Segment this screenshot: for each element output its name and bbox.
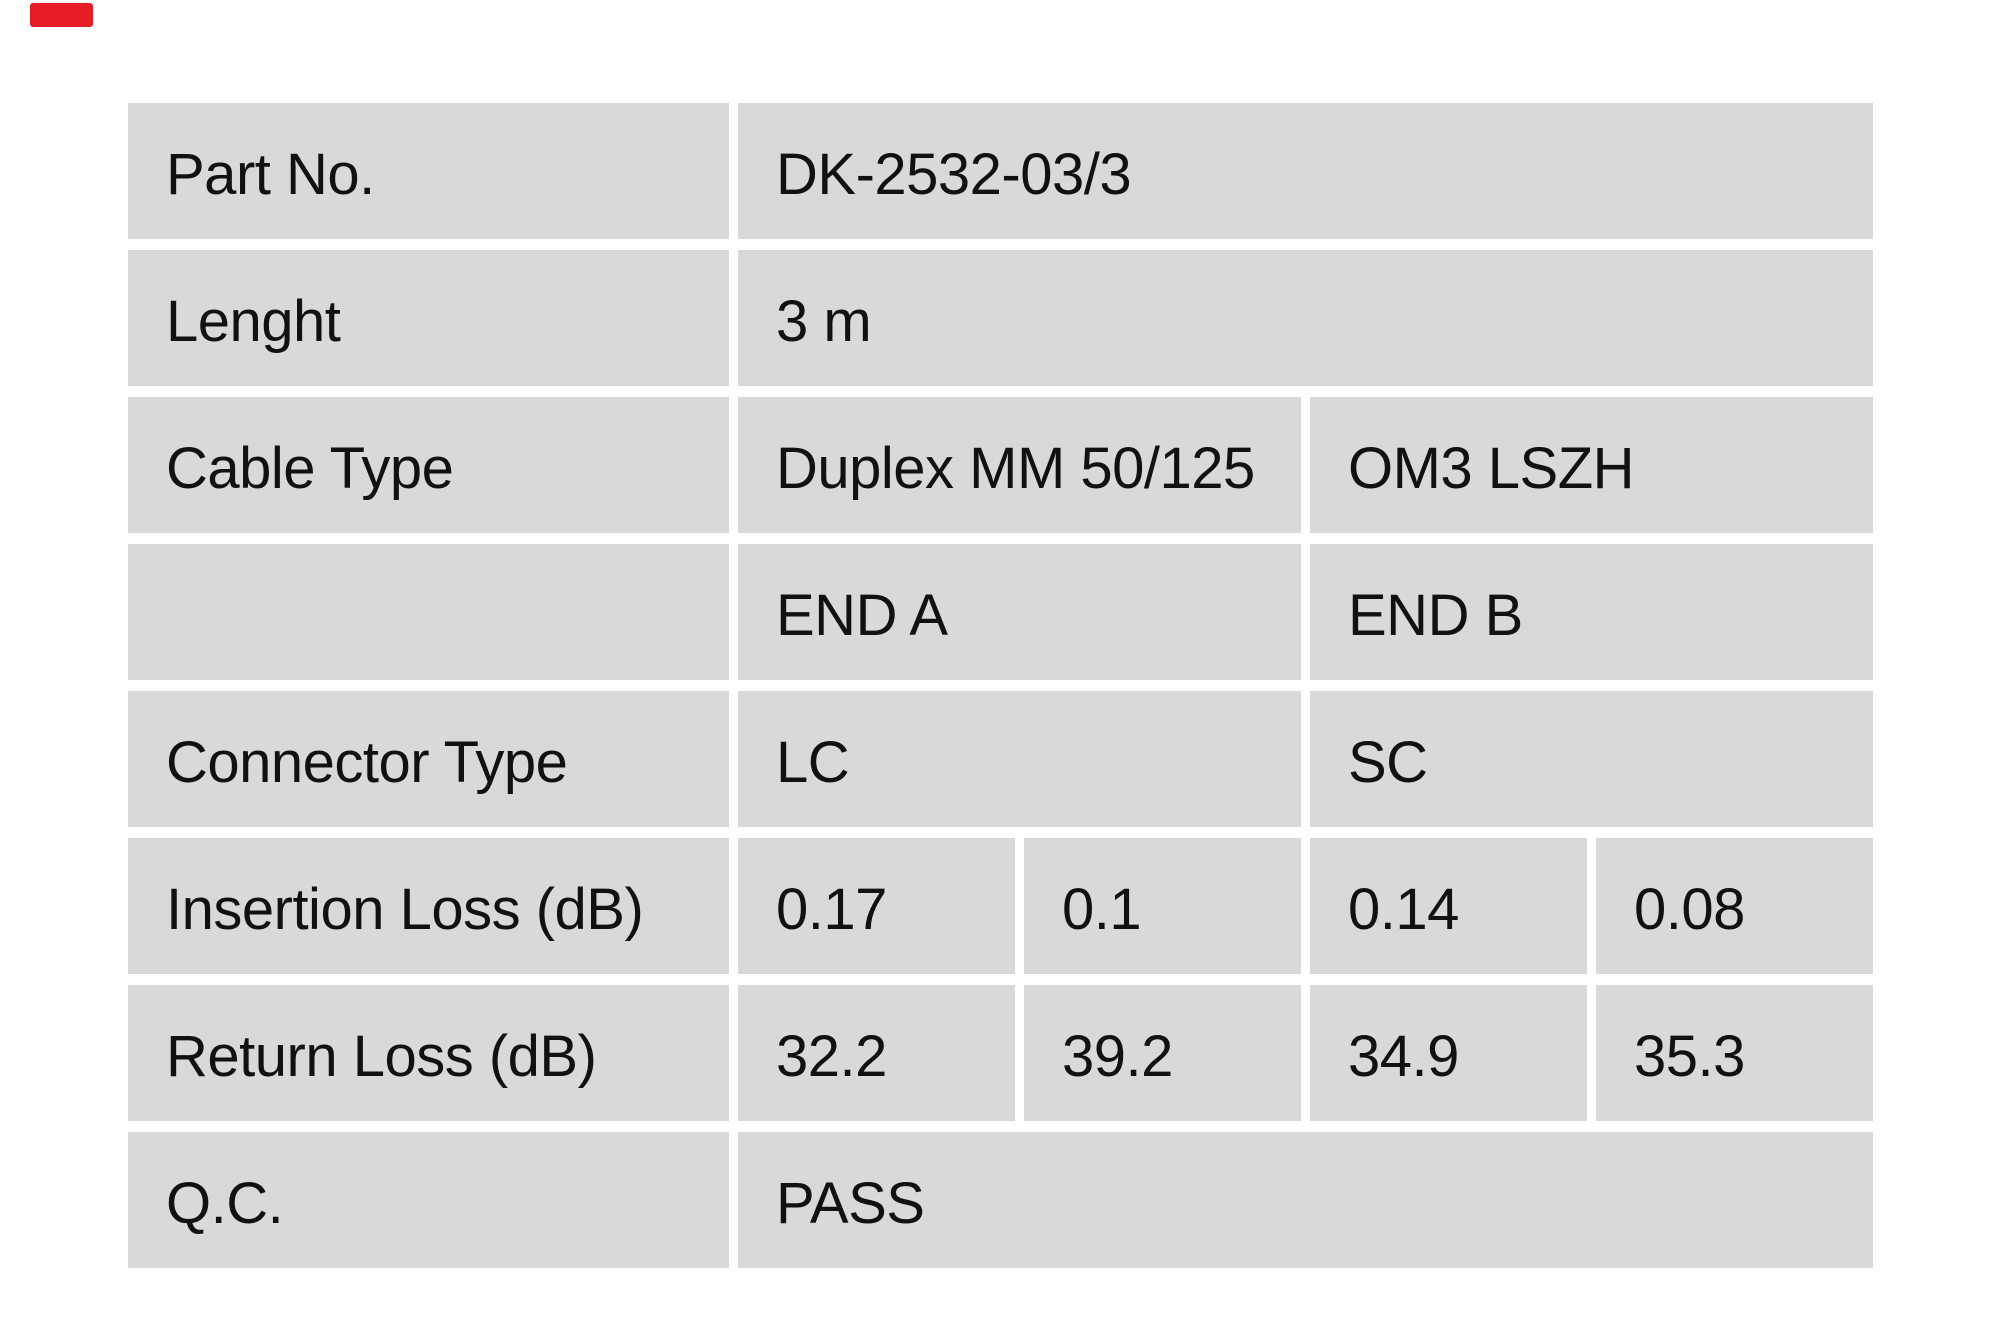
length-value: 3 m [738, 250, 1873, 386]
insertion-loss-end-b-1: 0.14 [1310, 838, 1587, 974]
cable-type-value-end-a: Duplex MM 50/125 [738, 397, 1301, 533]
row-ends-header: END A END B [128, 544, 1873, 680]
row-part-no: Part No. DK-2532-03/3 [128, 103, 1873, 239]
length-label: Lenght [128, 250, 729, 386]
cable-type-label: Cable Type [128, 397, 729, 533]
part-no-label: Part No. [128, 103, 729, 239]
row-qc: Q.C. PASS [128, 1132, 1873, 1268]
insertion-loss-label: Insertion Loss (dB) [128, 838, 729, 974]
connector-type-value-end-b: SC [1310, 691, 1873, 827]
row-return-loss: Return Loss (dB) 32.2 39.2 34.9 35.3 [128, 985, 1873, 1121]
cable-type-value-end-b: OM3 LSZH [1310, 397, 1873, 533]
row-connector-type: Connector Type LC SC [128, 691, 1873, 827]
end-b-header: END B [1310, 544, 1873, 680]
part-no-value: DK-2532-03/3 [738, 103, 1873, 239]
return-loss-end-b-2: 35.3 [1596, 985, 1873, 1121]
red-mark [30, 3, 93, 27]
return-loss-end-b-1: 34.9 [1310, 985, 1587, 1121]
end-a-header: END A [738, 544, 1301, 680]
qc-value: PASS [738, 1132, 1873, 1268]
row-insertion-loss: Insertion Loss (dB) 0.17 0.1 0.14 0.08 [128, 838, 1873, 974]
insertion-loss-end-a-2: 0.1 [1024, 838, 1301, 974]
return-loss-end-a-1: 32.2 [738, 985, 1015, 1121]
ends-header-empty-cell [128, 544, 729, 680]
insertion-loss-end-b-2: 0.08 [1596, 838, 1873, 974]
spec-table-container: Part No. DK-2532-03/3 Lenght 3 m Cable T… [119, 92, 1882, 1279]
return-loss-label: Return Loss (dB) [128, 985, 729, 1121]
qc-label: Q.C. [128, 1132, 729, 1268]
insertion-loss-end-a-1: 0.17 [738, 838, 1015, 974]
spec-table: Part No. DK-2532-03/3 Lenght 3 m Cable T… [119, 92, 1882, 1279]
connector-type-label: Connector Type [128, 691, 729, 827]
row-length: Lenght 3 m [128, 250, 1873, 386]
connector-type-value-end-a: LC [738, 691, 1301, 827]
return-loss-end-a-2: 39.2 [1024, 985, 1301, 1121]
row-cable-type: Cable Type Duplex MM 50/125 OM3 LSZH [128, 397, 1873, 533]
